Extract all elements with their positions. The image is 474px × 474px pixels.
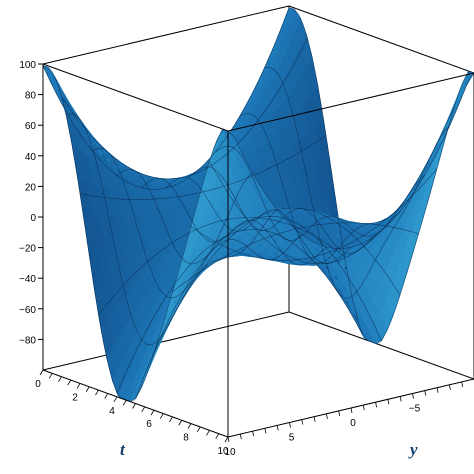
mesh-line-y [215,145,401,242]
t-tick-mark [215,433,220,439]
mesh-line-y [92,147,278,299]
t-tick-label: 6 [146,419,152,430]
mesh-line-y [288,7,474,345]
y-tick-label: 0 [350,418,356,429]
t-tick-label: 4 [109,406,115,417]
t-tick-mark [224,436,229,443]
y-tick-mark [362,405,365,411]
t-axis-title: t [120,440,126,459]
y-tick-mark [399,396,402,402]
y-tick-mark [338,410,341,416]
surface-patch [444,104,459,129]
y-tick-mark [461,381,464,387]
mesh-line-y [116,169,302,265]
z-tick-label: 0 [30,213,36,224]
box-edge-back [288,5,474,74]
t-tick-mark [159,413,164,419]
t-tick-label: 10 [217,446,229,457]
y-tick-mark [289,422,291,428]
mesh-line-y [264,66,450,299]
y-tick-mark [375,402,377,408]
box-edge-back [42,311,290,371]
surface-mesh [42,7,474,403]
t-tick-label: 2 [72,392,78,403]
y-tick-mark [326,413,328,419]
y-tick-mark [276,425,279,431]
t-tick-mark [150,409,155,416]
t-tick-mark [187,423,192,429]
t-tick-mark [85,386,90,392]
y-tick-mark [227,436,230,443]
y-tick-mark [424,390,427,396]
y-tick-label: 5 [289,433,295,444]
y-tick-mark [436,387,439,393]
z-tick-label: 60 [25,121,37,132]
t-tick-mark [76,383,81,389]
box-edge-front [42,63,229,132]
y-tick-mark [239,434,242,440]
t-tick-mark [141,406,146,413]
t-tick-mark [48,373,53,379]
t-tick-mark [95,389,99,396]
mesh-line-y [239,113,426,264]
y-axis: 10 5 0 −5 [224,379,474,458]
y-tick-mark [449,384,451,390]
y-tick-mark [264,428,267,434]
box-edge-back [42,5,290,65]
y-tick-mark [301,419,304,425]
box-edge-back [288,311,474,380]
z-tick-label: 100 [19,60,36,71]
y-tick-label: −5 [409,404,421,415]
t-tick-mark [196,426,201,433]
z-tick-label: −40 [19,274,36,285]
z-tick-label: 20 [25,182,37,193]
t-tick-mark [178,420,183,426]
y-tick-mark [350,407,353,414]
t-tick-mark [104,393,109,399]
z-tick-label: 80 [25,91,37,102]
y-tick-mark [313,416,316,422]
t-tick-mark [67,379,72,386]
t-tick-mark [169,416,173,423]
z-tick-label: −20 [19,244,36,255]
t-axis: 0 2 4 6 8 10 [35,369,229,457]
t-tick-label: 8 [183,433,189,444]
z-tick-label: 40 [25,152,37,163]
z-tick-label: −80 [19,335,36,346]
mesh-line-y [190,166,376,254]
y-axis-title: y [408,440,418,459]
z-tick-label: −60 [19,305,36,316]
y-tick-mark [387,399,390,405]
mesh-line-y [165,176,352,265]
box-edge-front [227,72,474,132]
t-tick-mark [58,376,62,382]
t-tick-mark [113,396,118,403]
z-axis: 100 80 60 40 20 0 −20 −40 −60 −80 [19,60,43,346]
surface-patch [452,85,467,112]
mesh-line-y [42,65,229,403]
t-tick-mark [39,369,44,376]
t-tick-mark [206,430,210,436]
mesh-line-y [67,113,253,346]
y-tick-label: 10 [224,447,236,458]
y-tick-mark [252,431,254,437]
mesh-line-y [141,178,327,266]
t-tick-mark [122,399,127,406]
t-tick-mark [132,403,136,409]
y-tick-mark [412,393,414,399]
t-tick-label: 0 [35,379,41,390]
